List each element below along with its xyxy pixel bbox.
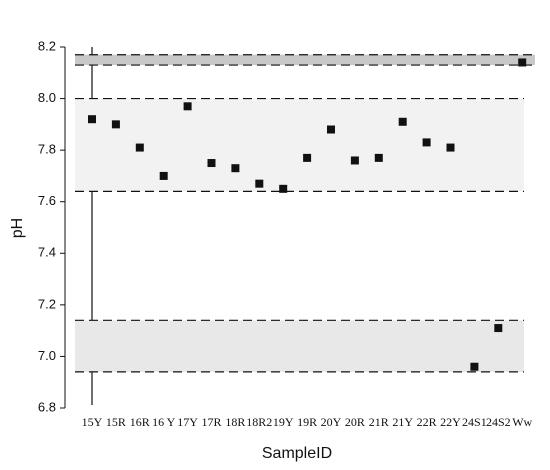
x-tick-label: 21R xyxy=(369,415,389,429)
x-tick-label: 19Y xyxy=(273,415,294,429)
point xyxy=(327,125,335,134)
x-tick-label: 18R2 xyxy=(246,415,272,429)
point xyxy=(231,164,240,173)
x-tick-label: 16 Y xyxy=(152,415,176,429)
x-tick-label: 20R xyxy=(345,415,365,429)
point xyxy=(350,156,359,165)
y-tick-label: 7.2 xyxy=(38,296,56,311)
band xyxy=(75,320,524,372)
y-tick-label: 7.6 xyxy=(38,193,56,208)
point xyxy=(398,117,407,126)
point xyxy=(88,115,96,124)
point xyxy=(111,120,120,129)
x-tick-label: 15R xyxy=(106,415,126,429)
y-tick-label: 8.0 xyxy=(38,90,56,105)
x-tick-label: 22Y xyxy=(440,415,461,429)
point xyxy=(183,102,192,111)
y-tick-label: 7.4 xyxy=(38,245,56,260)
x-tick-label: 18R xyxy=(225,415,245,429)
x-tick-label: 15Y xyxy=(82,415,103,429)
x-tick-label: Ww xyxy=(512,415,532,429)
x-tick-label: 24S1 xyxy=(462,415,487,429)
point xyxy=(518,58,527,67)
point xyxy=(446,143,455,152)
point xyxy=(135,143,144,152)
y-tick-label: 6.8 xyxy=(38,399,56,414)
x-tick-label: 19R xyxy=(297,415,317,429)
x-tick-label: 21Y xyxy=(392,415,413,429)
x-tick-label: 22R xyxy=(417,415,437,429)
y-tick-label: 8.2 xyxy=(38,38,56,53)
point xyxy=(207,159,216,168)
point xyxy=(422,138,431,147)
point xyxy=(374,153,383,162)
x-axis-title: SampleID xyxy=(262,445,332,462)
point xyxy=(159,171,168,180)
point xyxy=(494,324,503,333)
y-axis-title: pH xyxy=(9,218,26,238)
x-tick-label: 20Y xyxy=(321,415,342,429)
point xyxy=(470,362,479,371)
x-tick-label: 17R xyxy=(201,415,221,429)
point xyxy=(255,179,264,188)
band xyxy=(75,54,535,66)
y-tick-label: 7.8 xyxy=(38,142,56,157)
x-tick-label: 24S2 xyxy=(486,415,511,429)
point xyxy=(303,153,312,162)
point xyxy=(279,184,288,193)
y-tick-label: 7.0 xyxy=(38,348,56,363)
x-tick-label: 16R xyxy=(130,415,150,429)
x-tick-label: 17Y xyxy=(177,415,198,429)
